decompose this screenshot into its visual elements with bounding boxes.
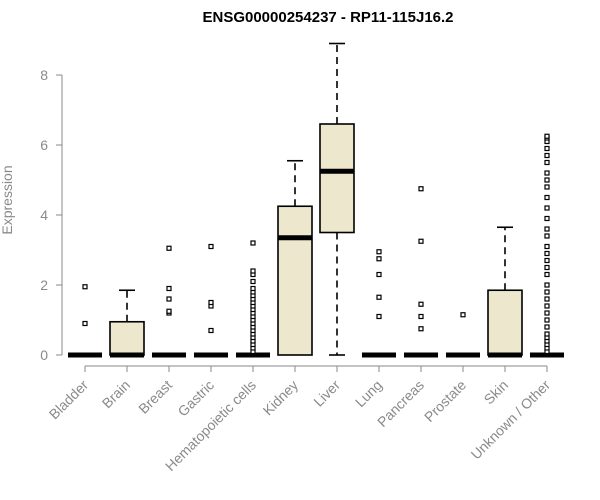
outlier-point bbox=[544, 257, 550, 264]
outlier-point bbox=[166, 245, 172, 251]
x-tick-label: Liver bbox=[310, 377, 343, 410]
x-tick-label: Lung bbox=[352, 377, 385, 410]
box-pancreas bbox=[404, 186, 438, 358]
outlier-point bbox=[418, 326, 424, 332]
box-breast bbox=[152, 245, 186, 358]
x-tick-label: Brain bbox=[99, 377, 133, 411]
x-tick-label: Skin bbox=[481, 377, 512, 408]
outlier-point bbox=[544, 303, 550, 309]
outlier-point bbox=[544, 194, 550, 201]
x-tick-label: Kidney bbox=[260, 377, 302, 419]
outlier-point bbox=[376, 294, 382, 300]
outlier-point bbox=[544, 243, 550, 250]
outlier-point bbox=[250, 278, 256, 285]
box-body bbox=[109, 320, 145, 356]
outlier-point bbox=[166, 308, 172, 314]
box-unknown-other bbox=[530, 133, 564, 358]
outlier-point bbox=[376, 271, 382, 278]
outlier-point bbox=[418, 186, 424, 192]
outlier-point bbox=[544, 184, 550, 190]
outlier-point bbox=[544, 324, 550, 330]
x-tick-label: Pancreas bbox=[374, 377, 427, 430]
outlier-point bbox=[544, 310, 550, 316]
outlier-point bbox=[544, 133, 550, 139]
outlier-point bbox=[544, 271, 550, 278]
y-tick-label: 0 bbox=[40, 347, 48, 363]
y-tick-label: 6 bbox=[40, 137, 48, 153]
box-gastric bbox=[194, 243, 228, 358]
y-tick-label: 4 bbox=[40, 207, 48, 223]
outlier-point bbox=[208, 299, 214, 306]
outlier-point bbox=[544, 331, 550, 337]
box-prostate bbox=[446, 312, 480, 358]
outlier-point bbox=[544, 226, 550, 232]
plot-area bbox=[68, 42, 564, 358]
box-skin bbox=[487, 226, 523, 358]
outlier-point bbox=[208, 327, 214, 334]
outlier-point bbox=[544, 215, 550, 222]
outlier-point bbox=[544, 296, 550, 302]
x-tick-label: Bladder bbox=[46, 377, 92, 423]
box-bladder bbox=[68, 284, 102, 358]
outlier-point bbox=[376, 256, 382, 262]
outlier-point bbox=[544, 233, 550, 239]
outlier-point bbox=[376, 313, 382, 320]
outlier-point bbox=[460, 312, 466, 318]
box-body bbox=[277, 205, 313, 356]
y-axis: 0 2 4 6 8 bbox=[40, 67, 63, 363]
outlier-point bbox=[544, 317, 550, 323]
outlier-point bbox=[544, 159, 550, 166]
x-tick-label: Unknown / Other bbox=[468, 377, 554, 463]
y-tick-label: 2 bbox=[40, 277, 48, 293]
box-lung bbox=[362, 249, 396, 358]
outlier-point bbox=[250, 285, 256, 292]
outlier-point bbox=[208, 243, 214, 250]
outlier-point bbox=[544, 282, 550, 288]
outlier-point bbox=[250, 240, 256, 246]
chart-title: ENSG00000254237 - RP11-115J16.2 bbox=[202, 9, 453, 26]
y-tick-label: 8 bbox=[40, 67, 48, 83]
outlier-point bbox=[544, 152, 550, 159]
outlier-point bbox=[82, 320, 88, 327]
box-liver bbox=[319, 42, 355, 356]
outlier-point bbox=[166, 285, 172, 292]
outlier-point bbox=[544, 170, 550, 176]
outlier-point bbox=[82, 284, 88, 290]
outlier-point bbox=[544, 264, 550, 271]
x-tick-label: Breast bbox=[135, 377, 175, 417]
outlier-point bbox=[418, 313, 424, 320]
outlier-point bbox=[418, 301, 424, 307]
outlier-point bbox=[166, 296, 172, 302]
outlier-point bbox=[376, 249, 382, 255]
box-kidney bbox=[277, 159, 313, 356]
outlier-point bbox=[544, 205, 550, 211]
box-body bbox=[319, 123, 355, 234]
outlier-point bbox=[544, 177, 550, 183]
x-tick-label: Prostate bbox=[421, 377, 469, 425]
outlier-point bbox=[544, 145, 550, 152]
box-hematopoietic-cells bbox=[236, 240, 270, 358]
box-body bbox=[487, 289, 523, 356]
y-axis-label: Expression bbox=[0, 165, 15, 234]
outlier-point bbox=[544, 289, 550, 295]
box-brain bbox=[109, 289, 145, 358]
outlier-point bbox=[544, 250, 550, 257]
outlier-point bbox=[418, 238, 424, 244]
outlier-point bbox=[250, 268, 256, 274]
